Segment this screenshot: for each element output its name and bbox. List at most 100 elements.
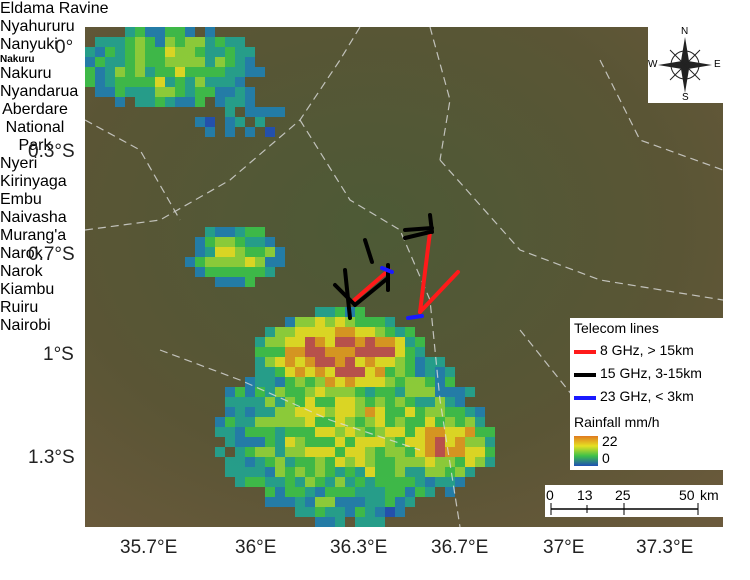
rainfall-cell bbox=[215, 247, 225, 257]
rainfall-cell bbox=[145, 47, 155, 57]
rainfall-cell bbox=[245, 277, 255, 287]
rainfall-cell bbox=[275, 417, 285, 427]
rainfall-cell bbox=[295, 327, 305, 337]
rainfall-cell bbox=[185, 257, 195, 267]
rainfall-cell bbox=[165, 27, 175, 37]
rainfall-cell bbox=[345, 357, 355, 367]
rainfall-cell bbox=[235, 247, 245, 257]
rainfall-cell bbox=[315, 347, 325, 357]
rainfall-cell bbox=[195, 237, 205, 247]
rainfall-cell bbox=[305, 407, 315, 417]
rainfall-cell bbox=[255, 377, 265, 387]
rainfall-cell bbox=[425, 397, 435, 407]
rainfall-cell bbox=[295, 377, 305, 387]
rainfall-cell bbox=[395, 487, 405, 497]
rainfall-cell bbox=[145, 27, 155, 37]
rainfall-cell bbox=[235, 457, 245, 467]
legend-swatch bbox=[574, 350, 596, 354]
rainfall-cell bbox=[415, 377, 425, 387]
rainfall-layer bbox=[85, 27, 495, 527]
rainfall-cell bbox=[365, 477, 375, 487]
rainfall-cell bbox=[235, 37, 245, 47]
rainfall-cell bbox=[415, 387, 425, 397]
legend-swatch bbox=[574, 396, 596, 400]
rainfall-cell bbox=[345, 347, 355, 357]
rainfall-cell bbox=[355, 357, 365, 367]
rainfall-cell bbox=[315, 457, 325, 467]
rainfall-cell bbox=[335, 327, 345, 337]
rainfall-cell bbox=[415, 337, 425, 347]
rainfall-cell bbox=[295, 317, 305, 327]
rainfall-cell bbox=[485, 447, 495, 457]
rainfall-cell bbox=[265, 337, 275, 347]
rainfall-cell bbox=[385, 347, 395, 357]
rainfall-cell bbox=[335, 307, 345, 317]
rainfall-cell bbox=[255, 227, 265, 237]
rainfall-cell bbox=[275, 407, 285, 417]
rainfall-cell bbox=[435, 447, 445, 457]
rainfall-cell bbox=[175, 47, 185, 57]
rainfall-cell bbox=[245, 467, 255, 477]
rainfall-cell bbox=[155, 37, 165, 47]
place-label: Naivasha bbox=[0, 209, 67, 226]
rainfall-cell bbox=[395, 387, 405, 397]
rainfall-cell bbox=[355, 307, 365, 317]
rainfall-cell bbox=[275, 107, 285, 117]
rainfall-cell bbox=[425, 457, 435, 467]
rainfall-cell bbox=[415, 477, 425, 487]
rainfall-cell bbox=[445, 387, 455, 397]
rainfall-cell bbox=[315, 447, 325, 457]
rainfall-cell bbox=[195, 267, 205, 277]
rainfall-cell bbox=[265, 397, 275, 407]
rainfall-cell bbox=[395, 357, 405, 367]
telecom-link bbox=[403, 226, 434, 232]
rainfall-cell bbox=[195, 247, 205, 257]
rainfall-cell bbox=[295, 497, 305, 507]
legend: Telecom lines 8 GHz, > 15km 15 GHz, 3-15k… bbox=[570, 318, 723, 470]
rainfall-cell bbox=[225, 67, 235, 77]
rainfall-cell bbox=[385, 477, 395, 487]
rainfall-cell bbox=[115, 37, 125, 47]
rainfall-cell bbox=[175, 77, 185, 87]
rainfall-cell bbox=[315, 517, 325, 527]
rainfall-cell bbox=[465, 417, 475, 427]
rainfall-cell bbox=[275, 447, 285, 457]
rainfall-cell bbox=[185, 87, 195, 97]
rainfall-cell bbox=[275, 327, 285, 337]
rainfall-cell bbox=[295, 337, 305, 347]
rainfall-cell bbox=[235, 467, 245, 477]
rainfall-cell bbox=[365, 327, 375, 337]
rainfall-cell bbox=[135, 27, 145, 37]
rainfall-cell bbox=[335, 487, 345, 497]
rainfall-cell bbox=[265, 477, 275, 487]
rainfall-cell bbox=[305, 397, 315, 407]
rainfall-cell bbox=[305, 477, 315, 487]
rainfall-cell bbox=[245, 267, 255, 277]
rainfall-cell bbox=[225, 417, 235, 427]
rainfall-cell bbox=[385, 437, 395, 447]
rainfall-cell bbox=[385, 377, 395, 387]
rainfall-cell bbox=[445, 397, 455, 407]
rainfall-cell bbox=[275, 387, 285, 397]
rainfall-cell bbox=[105, 67, 115, 77]
rainfall-cell bbox=[245, 57, 255, 67]
rainfall-cell bbox=[355, 457, 365, 467]
rainfall-cell bbox=[145, 67, 155, 77]
rainfall-cell bbox=[425, 377, 435, 387]
compass-w: W bbox=[648, 59, 658, 70]
rainfall-cell bbox=[275, 357, 285, 367]
rainfall-cell bbox=[305, 447, 315, 457]
rainfall-cell bbox=[405, 427, 415, 437]
rainfall-cell bbox=[395, 457, 405, 467]
rainfall-cell bbox=[415, 447, 425, 457]
rainfall-cell bbox=[425, 467, 435, 477]
rainfall-cell bbox=[365, 317, 375, 327]
rainfall-cell bbox=[435, 427, 445, 437]
rainfall-cell bbox=[325, 507, 335, 517]
rainfall-cell bbox=[85, 77, 95, 87]
rainfall-cell bbox=[265, 267, 275, 277]
compass-s: S bbox=[682, 92, 689, 103]
rainfall-cell bbox=[245, 387, 255, 397]
rainfall-cell bbox=[405, 347, 415, 357]
rainfall-cell bbox=[185, 37, 195, 47]
